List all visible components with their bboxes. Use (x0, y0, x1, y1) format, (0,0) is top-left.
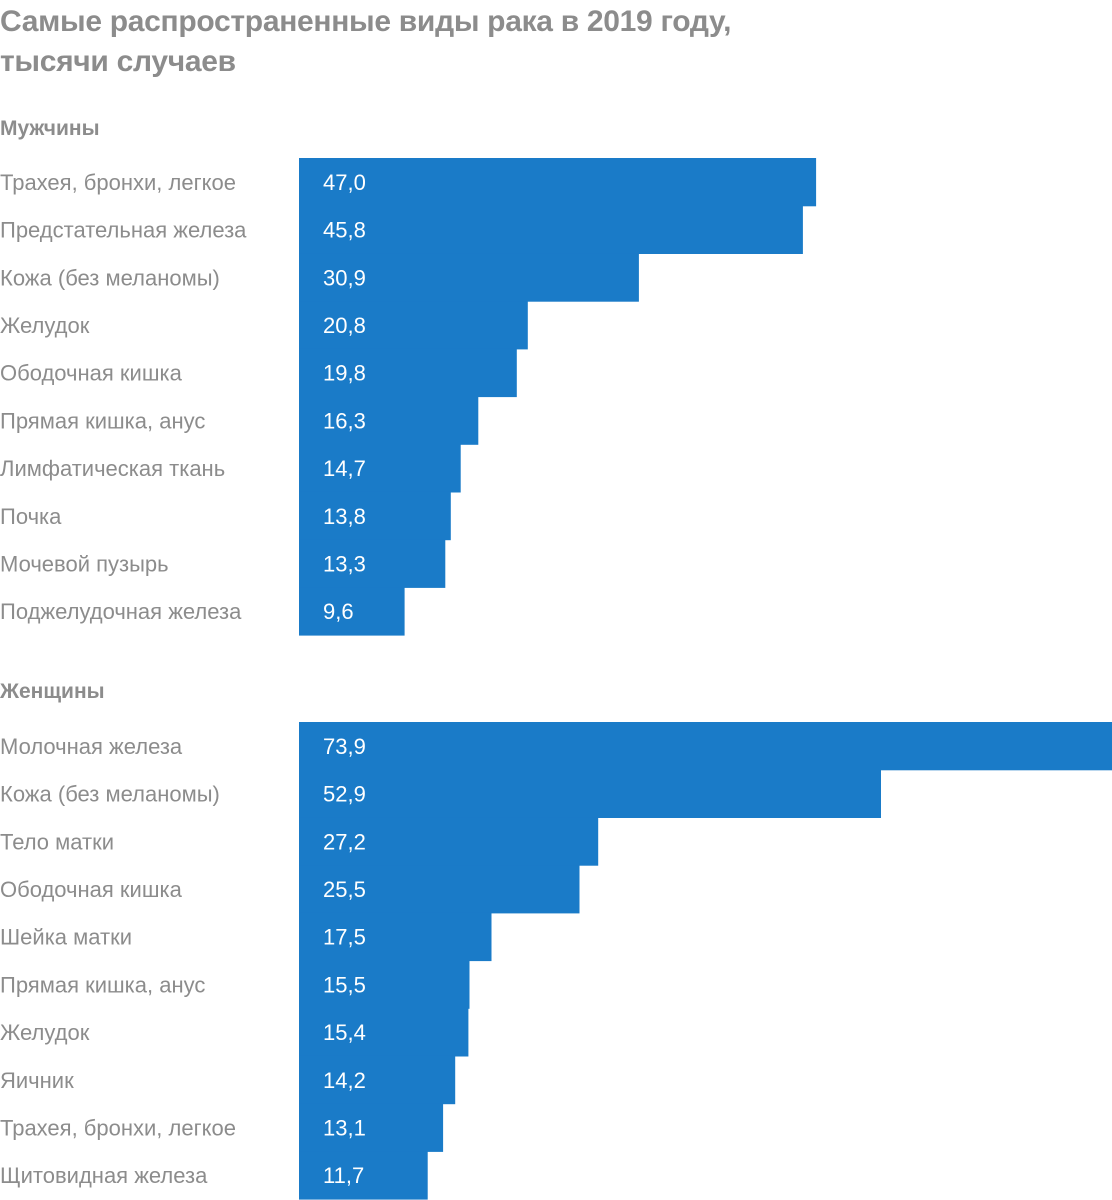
category-label-1-0: Молочная железа (0, 734, 183, 759)
bar-1-6 (299, 1008, 469, 1057)
category-label-0-4: Ободочная кишка (0, 361, 183, 386)
category-label-1-5: Прямая кишка, анус (0, 972, 205, 997)
value-label-0-3: 20,8 (323, 313, 366, 338)
bar-0-0 (299, 158, 817, 207)
section-title-0: Мужчины (0, 117, 100, 140)
bar-1-1 (299, 769, 881, 818)
category-label-0-1: Предстательная железа (0, 218, 247, 243)
bar-0-2 (299, 253, 639, 302)
value-label-0-9: 9,6 (323, 599, 354, 624)
category-label-0-0: Трахея, бронхи, легкое (0, 170, 236, 195)
value-label-1-7: 14,2 (323, 1068, 366, 1093)
value-label-0-8: 13,3 (323, 552, 366, 577)
value-label-1-0: 73,9 (323, 734, 366, 759)
bar-0-3 (299, 301, 528, 350)
value-label-0-6: 14,7 (323, 456, 366, 481)
value-label-1-2: 27,2 (323, 829, 366, 854)
chart-title: Самые распространенные виды рака в 2019 … (0, 2, 1100, 82)
category-label-1-2: Тело матки (0, 829, 114, 854)
value-label-0-2: 30,9 (323, 265, 366, 290)
section-title-1: Женщины (0, 680, 105, 703)
category-label-0-9: Поджелудочная железа (0, 599, 242, 624)
bar-1-3 (299, 865, 580, 914)
bar-1-7 (299, 1055, 456, 1105)
value-label-0-5: 16,3 (323, 408, 366, 433)
chart-title-line-2: тысячи случаев (0, 45, 236, 78)
category-label-1-3: Ободочная кишка (0, 877, 183, 902)
category-label-1-6: Желудок (0, 1020, 90, 1045)
category-label-1-4: Шейка матки (0, 925, 132, 950)
category-label-0-2: Кожа (без меланомы) (0, 265, 220, 290)
bar-0-5 (299, 396, 479, 445)
category-label-1-9: Щитовидная железа (0, 1163, 208, 1188)
category-label-1-1: Кожа (без меланомы) (0, 782, 220, 807)
value-label-1-9: 11,7 (323, 1163, 364, 1188)
chart-title-line-1: Самые распространенные виды рака в 2019 … (0, 5, 732, 38)
value-label-1-5: 15,5 (323, 972, 366, 997)
category-label-0-5: Прямая кишка, анус (0, 408, 205, 433)
bar-0-1 (299, 205, 803, 254)
bar-0-8 (299, 539, 446, 588)
bar-1-9 (299, 1151, 428, 1200)
bar-0-4 (299, 348, 517, 398)
bar-0-7 (299, 491, 451, 541)
value-label-0-4: 19,8 (323, 361, 366, 386)
bar-0-6 (299, 444, 461, 493)
value-label-0-0: 47,0 (323, 170, 366, 195)
bar-1-5 (299, 960, 470, 1009)
category-label-1-8: Трахея, бронхи, легкое (0, 1115, 236, 1140)
value-label-1-1: 52,9 (323, 782, 366, 807)
category-label-0-8: Мочевой пузырь (0, 552, 169, 577)
category-label-1-7: Яичник (0, 1068, 74, 1093)
bar-1-0 (299, 722, 1112, 771)
value-label-0-1: 45,8 (323, 218, 366, 243)
bar-0-9 (299, 587, 405, 636)
bar-1-4 (299, 912, 492, 962)
value-label-1-4: 17,5 (323, 925, 366, 950)
category-label-0-6: Лимфатическая ткань (0, 456, 225, 481)
value-label-0-7: 13,8 (323, 504, 366, 529)
category-label-0-3: Желудок (0, 313, 90, 338)
bar-1-8 (299, 1103, 444, 1152)
bar-1-2 (299, 817, 599, 866)
category-label-0-7: Почка (0, 504, 62, 529)
value-label-1-8: 13,1 (323, 1115, 366, 1140)
value-label-1-6: 15,4 (323, 1020, 366, 1045)
value-label-1-3: 25,5 (323, 877, 366, 902)
